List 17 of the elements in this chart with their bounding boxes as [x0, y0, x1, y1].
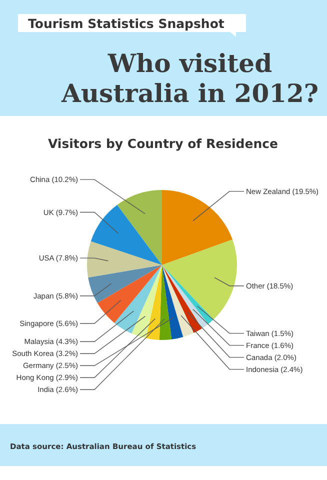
pie-slice [162, 190, 233, 265]
pie-slice [159, 265, 172, 340]
pie-slice [132, 265, 162, 338]
chart-subtitle: Visitors by Country of Residence [48, 136, 278, 151]
pie-slice [114, 265, 162, 334]
pie-slice [162, 265, 184, 340]
pie-slice [97, 265, 162, 323]
pie-slice [117, 190, 162, 265]
text: Tourism Statistics Snapshot [28, 16, 224, 31]
pie-slice [88, 265, 162, 304]
pie-slice [162, 265, 202, 333]
pie-slice [162, 240, 237, 320]
chart-title: Who visited Australia in 2012? [60, 49, 319, 108]
pie-slice [162, 265, 194, 337]
pie-slice [87, 241, 162, 278]
pie-slice [90, 204, 162, 265]
pie-slice [146, 265, 162, 340]
